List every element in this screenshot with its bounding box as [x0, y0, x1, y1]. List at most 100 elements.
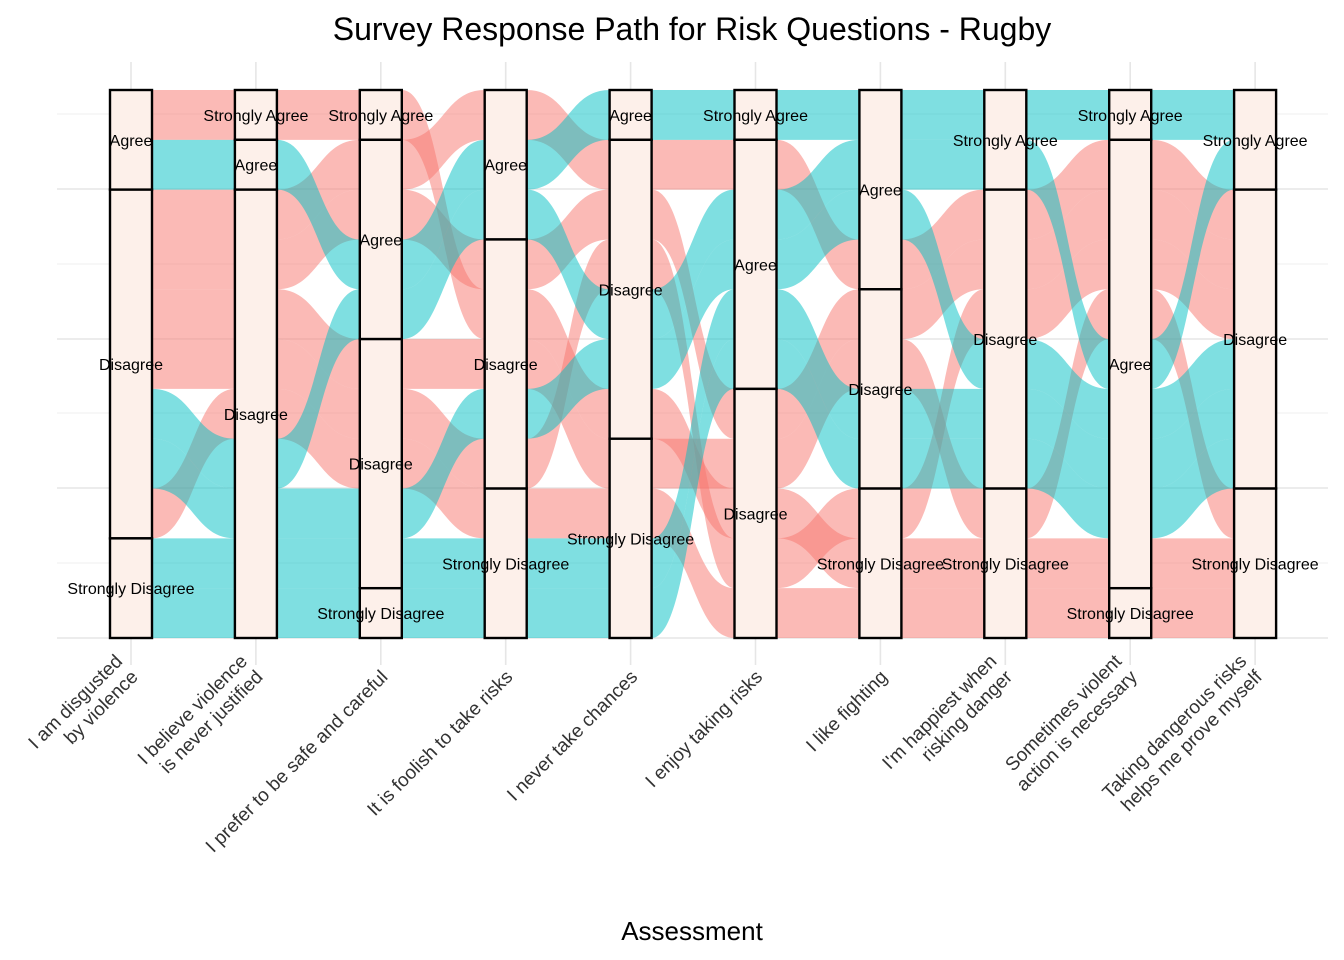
flow-ribbon-b [901, 139, 985, 190]
flow-ribbon-b [526, 339, 610, 439]
flow-ribbon-b [526, 189, 610, 340]
flow-ribbon-a [1026, 538, 1110, 589]
stratum-box [608, 437, 653, 640]
flow-ribbon-a [152, 239, 235, 290]
flow-ribbon-b [401, 139, 485, 290]
stratum-box [608, 88, 653, 142]
flow-ribbon-b [901, 189, 985, 389]
flow-ribbon-b [401, 189, 485, 340]
stratum-label: Strongly Disagree [1192, 556, 1319, 573]
stratum-box [858, 88, 903, 291]
stratum-label: Disagree [848, 382, 912, 399]
stratum-box [358, 337, 403, 590]
flow-ribbon-b [276, 289, 360, 489]
stratum-box [108, 188, 154, 540]
stratum-box [108, 88, 154, 191]
stratum-box [1107, 138, 1153, 590]
stratum-box [483, 487, 528, 640]
x-tick-label-line: I like fighting [802, 667, 892, 757]
stratum-box [108, 537, 154, 640]
flow-ribbon-b [526, 90, 610, 190]
flow-ribbon-b [1026, 438, 1110, 539]
stratum-label: Strongly Agree [1078, 108, 1183, 125]
flow-ribbon-b [651, 90, 735, 140]
stratum-label: Strongly Agree [1203, 133, 1308, 150]
flow-ribbon-b [776, 289, 860, 439]
flow-ribbon-b [651, 339, 735, 638]
stratum-box [733, 138, 778, 391]
flow-ribbon-b [1151, 438, 1235, 539]
flow-ribbon-a [901, 189, 985, 290]
stratum-label: Agree [734, 257, 777, 274]
stratum-label: Strongly Agree [203, 108, 308, 125]
flow-ribbon-a [1026, 239, 1110, 340]
flow-ribbon-b [401, 588, 485, 638]
flow-ribbon-b [776, 189, 860, 290]
flow-ribbon-a [776, 488, 860, 589]
stratum-label: Strongly Agree [703, 108, 808, 125]
stratum-label: Agree [859, 183, 902, 200]
flow-ribbon-b [776, 339, 860, 489]
stratum-label: Disagree [723, 506, 787, 523]
stratum-box [233, 88, 279, 142]
stratum-box [858, 288, 903, 490]
flow-ribbon-b [401, 538, 485, 589]
stratum-label: Strongly Disagree [1067, 606, 1194, 623]
flow-ribbon-a [1151, 538, 1235, 589]
flow-ribbon-b [152, 438, 235, 539]
stratum-box [733, 387, 778, 640]
x-tick-label: It is foolish to take risks [364, 667, 518, 821]
flow-ribbon-b [1026, 388, 1110, 489]
flow-ribbon-a [1151, 588, 1235, 638]
x-tick-label-line: I never take chances [503, 667, 642, 806]
flow-ribbon-b [1026, 139, 1110, 389]
flow-ribbon-b [776, 90, 860, 140]
flow-ribbon-b [1151, 139, 1235, 389]
stratum-box [1107, 586, 1153, 640]
flow-ribbon-b [1026, 339, 1110, 439]
stratum-label: Strongly Agree [328, 108, 433, 125]
flow-ribbon-a [276, 189, 360, 290]
stratum-label: Strongly Disagree [442, 556, 569, 573]
flow-ribbon-a [276, 139, 360, 240]
stratum-box [608, 138, 653, 440]
flow-ribbon-a [776, 588, 860, 638]
stratum-label: Agree [609, 108, 652, 125]
stratum-box [983, 188, 1028, 490]
flow-ribbon-a [152, 90, 235, 140]
x-tick-label-line: It is foolish to take risks [364, 667, 518, 821]
stratum-labels: Agree Disagree Strongly Disagree Strongly A… [67, 108, 1318, 623]
stratum-label: Disagree [349, 457, 413, 474]
stratum-box [358, 138, 403, 341]
flow-ribbon-a [152, 289, 235, 340]
x-tick-label: I never take chances [503, 667, 642, 806]
flow-ribbons [152, 90, 1235, 638]
flow-ribbon-b [401, 388, 485, 539]
stratum-label: Strongly Agree [953, 133, 1058, 150]
x-tick-label-line: I enjoy taking risks [642, 667, 767, 792]
stratum-label: Disagree [973, 332, 1037, 349]
flow-ribbon-b [901, 438, 985, 489]
stratum-label: Disagree [224, 407, 288, 424]
stratum-label: Strongly Disagree [817, 556, 944, 573]
flow-ribbon-a [901, 588, 985, 638]
flow-ribbon-b [651, 239, 735, 389]
flow-ribbon-b [276, 488, 360, 539]
chart-title: Survey Response Path for Risk Questions … [333, 11, 1052, 47]
x-tick-label-line: helps me prove myself [1117, 666, 1267, 816]
flow-ribbon-b [152, 388, 235, 489]
flow-ribbon-a [401, 438, 485, 539]
flow-ribbon-a [901, 538, 985, 589]
flow-ribbon-a [276, 388, 360, 489]
flow-ribbon-a [401, 90, 485, 190]
strata [108, 88, 1278, 640]
stratum-label: Strongly Disagree [567, 531, 694, 548]
flow-ribbon-b [276, 538, 360, 589]
flow-ribbon-a [152, 339, 235, 389]
stratum-label: Strongly Disagree [317, 606, 444, 623]
flow-ribbon-b [152, 538, 235, 589]
